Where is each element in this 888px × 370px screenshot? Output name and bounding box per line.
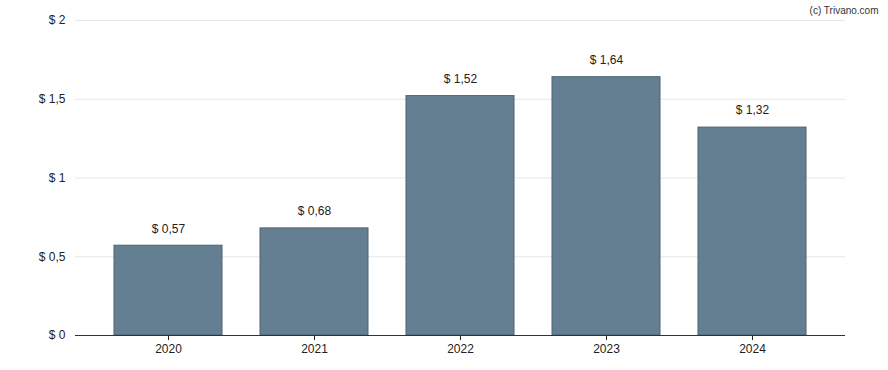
svg-text:$ 1,64: $ 1,64 (590, 53, 624, 67)
svg-text:2024: 2024 (739, 342, 766, 356)
svg-text:$ 1,5: $ 1,5 (39, 92, 66, 106)
svg-text:2020: 2020 (155, 342, 182, 356)
svg-text:$ 1,52: $ 1,52 (444, 72, 478, 86)
svg-text:$ 0,5: $ 0,5 (39, 250, 66, 264)
svg-text:$ 0,57: $ 0,57 (152, 222, 186, 236)
svg-text:(c) Trivano.com: (c) Trivano.com (810, 5, 879, 16)
svg-text:$ 1: $ 1 (49, 171, 66, 185)
svg-text:2022: 2022 (447, 342, 474, 356)
svg-text:$ 2: $ 2 (49, 13, 66, 27)
svg-text:2023: 2023 (593, 342, 620, 356)
svg-text:$ 1,32: $ 1,32 (736, 103, 770, 117)
svg-text:$ 0,68: $ 0,68 (298, 204, 332, 218)
svg-text:$ 0: $ 0 (49, 328, 66, 342)
svg-text:2021: 2021 (301, 342, 328, 356)
